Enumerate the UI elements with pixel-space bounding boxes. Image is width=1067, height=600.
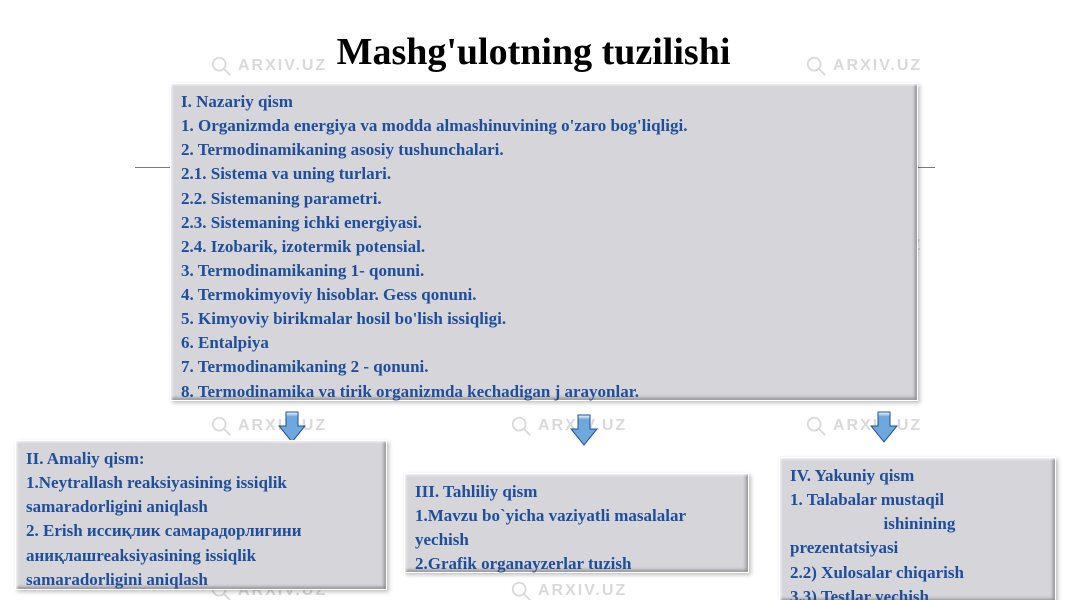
panel-line: 2. Erish иссиқлик самарадорлигини аниқла… [26, 519, 376, 591]
watermark: ARXIV.UZ [510, 415, 627, 437]
panel-line: 3. Termodinamikaning 1- qonuni. [181, 259, 907, 283]
search-icon [805, 415, 827, 437]
panel-amaliy-qism: II. Amaliy qism:1.Neytrallash reaksiyasi… [15, 440, 387, 590]
panel-line: 3.3) Testlar yechish [790, 585, 1045, 600]
panel-line: 2.2) Xulosalar chiqarish [790, 561, 1045, 585]
panel-line: 2.3. Sistemaning ichki energiyasi. [181, 211, 907, 235]
panel-nazariy-qism: I. Nazariy qism1. Organizmda energiya va… [170, 83, 918, 401]
panel-line: IV. Yakuniy qism [790, 464, 1045, 488]
search-icon [210, 415, 232, 437]
arrow-down-icon [870, 410, 898, 444]
panel-line: ishinining prezentatsiyasi [790, 512, 1045, 560]
panel-line: III. Tahliliy qism [415, 480, 738, 504]
arrow-down-icon [278, 410, 306, 444]
panel-line: 2.2. Sistemaning parametri. [181, 187, 907, 211]
panel-line: 2.Grafik organayzerlar tuzish [415, 552, 738, 576]
watermark: ARXIV.UZ [210, 415, 327, 437]
panel-line: I. Nazariy qism [181, 90, 907, 114]
panel-line: 5. Kimyoviy birikmalar hosil bo'lish iss… [181, 307, 907, 331]
search-icon [510, 415, 532, 437]
panel-line: 2.1. Sistema va uning turlari. [181, 162, 907, 186]
panel-line: 4. Termokimyoviy hisoblar. Gess qonuni. [181, 283, 907, 307]
panel-line: 6. Entalpiya [181, 331, 907, 355]
panel-line: 8. Termodinamika va tirik organizmda kec… [181, 380, 907, 404]
panel-line: 1.Mavzu bo`yicha vaziyatli masalalar yec… [415, 504, 738, 552]
panel-line: 1.Neytrallash reaksiyasining issiqlik sa… [26, 471, 376, 519]
search-icon [510, 580, 532, 600]
watermark: ARXIV.UZ [805, 415, 922, 437]
panel-tahliliy-qism: III. Tahliliy qism1.Mavzu bo`yicha vaziy… [404, 473, 749, 573]
panel-line: 2.4. Izobarik, izotermik potensial. [181, 235, 907, 259]
panel-line: II. Amaliy qism: [26, 447, 376, 471]
panel-yakuniy-qism: IV. Yakuniy qism1. Talabalar mustaqil is… [779, 457, 1056, 600]
arrow-down-icon [570, 413, 598, 447]
panel-line: 2. Termodinamikaning asosiy tushunchalar… [181, 138, 907, 162]
panel-line: 1. Organizmda energiya va modda almashin… [181, 114, 907, 138]
panel-line: 1. Talabalar mustaqil [790, 488, 1045, 512]
watermark-text: ARXIV.UZ [538, 582, 627, 600]
panel-line: 7. Termodinamikaning 2 - qonuni. [181, 355, 907, 379]
watermark: ARXIV.UZ [510, 580, 627, 600]
page-title: Mashg'ulotning tuzilishi [0, 30, 1067, 74]
